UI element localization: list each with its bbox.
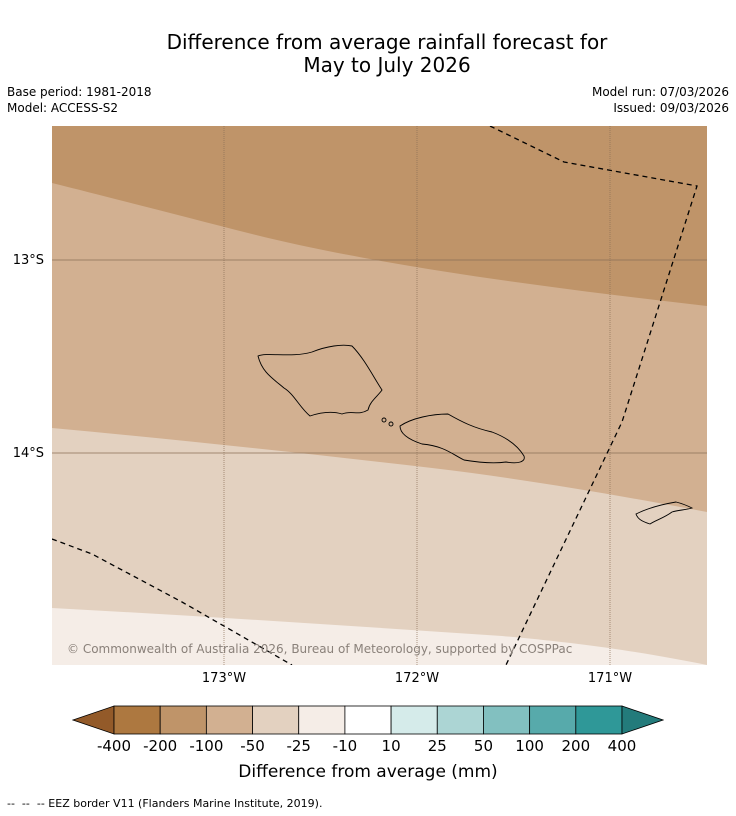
eez-legend: -- -- -- EEZ border V11 (Flanders Marine…	[7, 797, 323, 810]
lat-label-14s: 14°S	[12, 446, 44, 461]
colorbar-tick-label: 100	[515, 737, 544, 755]
eez-borders	[52, 126, 698, 665]
colorbar-cell	[575, 705, 623, 735]
title-line-1: Difference from average rainfall forecas…	[166, 30, 608, 54]
model-name: Model: ACCESS-S2	[7, 101, 119, 115]
colorbar-tick-label: 25	[427, 737, 447, 755]
colorbar-cell	[344, 705, 392, 735]
island-upolu	[399, 413, 525, 464]
graticule	[52, 126, 707, 665]
colorbar-tick-label: -50	[240, 737, 265, 755]
meta-right: Model run: 07/03/2026 Issued: 09/03/2026	[592, 84, 729, 116]
title-line-2: May to July 2026	[303, 53, 471, 77]
colorbar-tick-label: -25	[286, 737, 311, 755]
colorbar	[72, 705, 664, 735]
chart-title: Difference from average rainfall forecas…	[0, 31, 736, 77]
colorbar-tick-label: 50	[473, 737, 493, 755]
island-apolima	[388, 421, 394, 427]
colorbar-cell	[390, 705, 438, 735]
island-tutuila	[635, 501, 694, 525]
lon-label-172w: 172°W	[394, 671, 440, 686]
colorbar-tick-label: 400	[607, 737, 637, 755]
colorbar-tick-label: 200	[561, 737, 591, 755]
lon-label-171w: 171°W	[587, 671, 633, 686]
colorbar-extend-low	[72, 705, 115, 735]
base-period: Base period: 1981-2018	[7, 85, 152, 99]
island-savaii	[257, 344, 383, 417]
colorbar-tick-label: 10	[381, 737, 401, 755]
colorbar-cell	[483, 705, 531, 735]
colorbar-tick-label: -10	[332, 737, 358, 755]
colorbar-label: Difference from average (mm)	[238, 762, 498, 782]
eez-border-samoa	[489, 126, 698, 665]
colorbar-cell	[436, 705, 484, 735]
colorbar-cell	[298, 705, 346, 735]
colorbar-cell	[113, 705, 161, 735]
islands	[257, 344, 694, 525]
colorbar-cell	[205, 705, 253, 735]
colorbar-cell	[252, 705, 300, 735]
meta-left: Base period: 1981-2018 Model: ACCESS-S2	[7, 84, 152, 116]
island-manono	[381, 417, 387, 423]
band-light-dry	[52, 428, 707, 665]
colorbar-cell	[529, 705, 577, 735]
eez-border-south	[52, 538, 293, 665]
colorbar-cells	[72, 705, 664, 735]
band-near-average	[52, 608, 707, 665]
lon-label-173w: 173°W	[201, 671, 247, 686]
model-run: Model run: 07/03/2026	[591, 85, 729, 99]
colorbar-tick-label: -100	[189, 737, 224, 755]
issued-date: Issued: 09/03/2026	[613, 101, 729, 115]
copyright-notice: © Commonwealth of Australia 2026, Bureau…	[67, 642, 573, 656]
lat-label-13s: 13°S	[12, 253, 44, 268]
forecast-map	[52, 126, 707, 665]
map-canvas	[52, 126, 707, 665]
colorbar-cell	[159, 705, 207, 735]
colorbar-extend-high	[621, 705, 664, 735]
colorbar-tick-label: -400	[96, 737, 132, 755]
colorbar-tick-label: -200	[143, 737, 178, 755]
